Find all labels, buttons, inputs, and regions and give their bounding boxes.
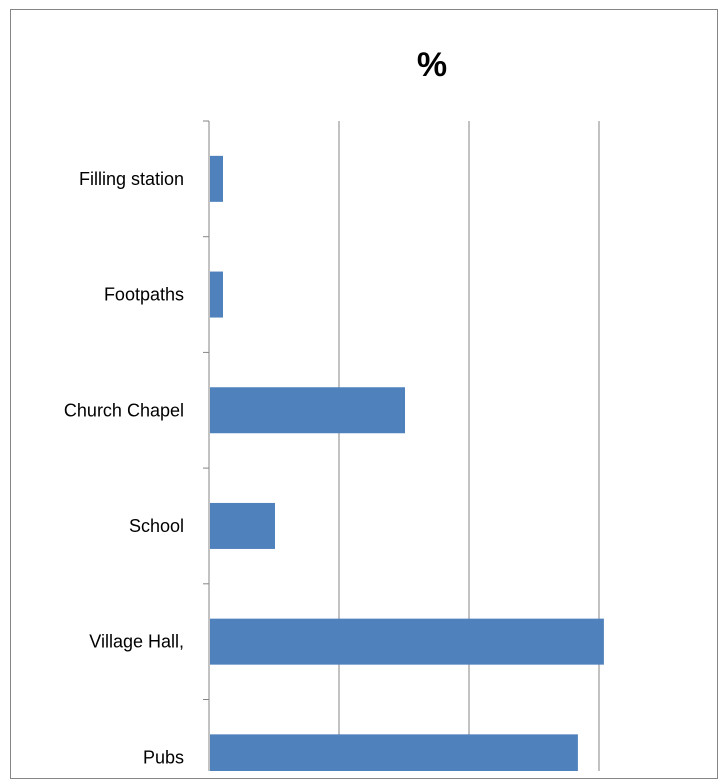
bar xyxy=(210,618,604,665)
chart-title: % xyxy=(417,46,447,84)
bar-series xyxy=(210,155,604,771)
category-label: Footpaths xyxy=(104,285,184,305)
bar xyxy=(210,155,223,202)
category-label: School xyxy=(129,516,184,536)
bar xyxy=(210,271,223,318)
bar xyxy=(210,502,275,549)
bar xyxy=(210,387,405,434)
category-labels: Filling station Footpaths Church Chapel Sch… xyxy=(64,169,184,767)
category-label: Village Hall, xyxy=(89,632,184,652)
category-label: Pubs xyxy=(143,747,184,767)
category-label: Church Chapel xyxy=(64,400,184,420)
category-axis xyxy=(203,120,210,771)
category-label: Filling station xyxy=(79,169,184,189)
gridlines xyxy=(338,121,600,771)
bar xyxy=(210,734,578,771)
